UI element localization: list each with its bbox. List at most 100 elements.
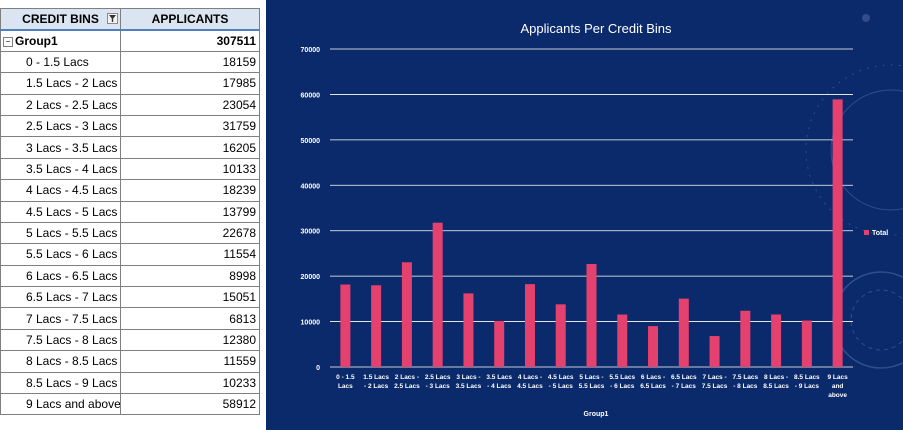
- applicants-cell: 10233: [120, 371, 260, 395]
- table-row: 2.5 Lacs - 3 Lacs 31759: [0, 114, 260, 138]
- credit-bin-cell: 3 Lacs - 3.5 Lacs: [0, 136, 121, 159]
- x-tick-label-line: 3.5 Lacs: [456, 383, 482, 390]
- filter-dropdown-icon[interactable]: [107, 12, 118, 24]
- x-tick-label-line: and: [832, 383, 844, 390]
- x-tick-label: 3.5 Lacs - 4 Lacs: [486, 374, 512, 390]
- bars: [340, 99, 843, 367]
- bar: [678, 298, 689, 367]
- x-tick-label-line: - 2 Lacs: [364, 383, 389, 390]
- bar: [555, 304, 566, 367]
- table-row: 7 Lacs - 7.5 Lacs 6813: [0, 307, 260, 330]
- applicants-cell: 13799: [120, 200, 260, 223]
- table-row: 8 Lacs - 8.5 Lacs 11559: [0, 350, 260, 373]
- x-tick-label-line: 4.5 Lacs: [548, 374, 574, 381]
- x-tick-label: 9 Lacs and above: [827, 374, 848, 399]
- x-tick-label-line: 2.5 Lacs: [394, 383, 420, 390]
- applicants-cell: 18159: [120, 50, 260, 74]
- x-tick-label-line: 4.5 Lacs: [517, 383, 543, 390]
- x-tick-label-line: 6 Lacs -: [641, 374, 665, 381]
- x-tick-label: 2 Lacs - 2.5 Lacs: [394, 374, 420, 390]
- x-tick-label: 7.5 Lacs - 8 Lacs: [732, 374, 758, 390]
- bar: [371, 285, 382, 367]
- x-tick-label-line: 3 Lacs -: [456, 374, 480, 381]
- group-label: Group1: [15, 33, 58, 48]
- x-tick-label: 8.5 Lacs - 9 Lacs: [794, 374, 820, 390]
- group-cell: − Group1: [0, 29, 121, 52]
- x-tick-label-line: 8 Lacs -: [764, 374, 788, 381]
- x-tick-label-line: - 3 Lacs: [426, 383, 451, 390]
- x-tick-label-line: 2.5 Lacs: [425, 374, 451, 381]
- y-tick-label: 0: [316, 365, 320, 372]
- x-tick-label-line: 4 Lacs -: [518, 374, 542, 381]
- y-tick-label: 60000: [301, 92, 321, 99]
- chart-title: Applicants Per Credit Bins: [520, 21, 672, 36]
- table-row: 5.5 Lacs - 6 Lacs 11554: [0, 243, 260, 266]
- x-tick-label: 8 Lacs - 8.5 Lacs: [763, 374, 789, 390]
- x-tick-label: 5 Lacs - 5.5 Lacs: [579, 374, 605, 390]
- bar: [401, 262, 412, 367]
- table-row: 6.5 Lacs - 7 Lacs 15051: [0, 286, 260, 309]
- credit-bin-cell: 7 Lacs - 7.5 Lacs: [0, 307, 121, 330]
- applicants-cell: 18239: [120, 179, 260, 202]
- credit-bin-cell: 8.5 Lacs - 9 Lacs: [0, 371, 121, 395]
- x-tick-label-line: Lacs: [338, 383, 353, 390]
- credit-bin-cell: 5.5 Lacs - 6 Lacs: [0, 243, 121, 266]
- x-tick-label-line: - 5 Lacs: [549, 383, 574, 390]
- x-tick-label-line: 2 Lacs -: [395, 374, 419, 381]
- applicants-cell: 58912: [120, 393, 260, 416]
- group-total: 307511: [120, 29, 260, 52]
- y-tick-label: 30000: [301, 229, 321, 236]
- x-tick-label-line: - 9 Lacs: [795, 383, 820, 390]
- bar: [494, 320, 505, 367]
- x-tick-label-line: 7.5 Lacs: [702, 383, 728, 390]
- applicants-cell: 11559: [120, 350, 260, 373]
- pivot-table: CREDIT BINS APPLICANTS − Group1 307511 0 …: [0, 7, 260, 416]
- x-tick-label-line: 6.5 Lacs: [671, 374, 697, 381]
- table-row: 5 Lacs - 5.5 Lacs 22678: [0, 221, 260, 245]
- bar: [801, 320, 812, 367]
- deco-ring: [830, 89, 903, 211]
- header-credit-bins: CREDIT BINS: [0, 7, 121, 31]
- applicants-cell: 15051: [120, 286, 260, 309]
- deco-ring: [832, 271, 903, 369]
- x-tick-label-line: above: [828, 392, 847, 399]
- collapse-icon[interactable]: −: [3, 36, 13, 47]
- table-row: 3.5 Lacs - 4 Lacs 10133: [0, 157, 260, 181]
- group-row: − Group1 307511: [0, 29, 260, 52]
- background-decoration: [805, 14, 903, 369]
- credit-bin-cell: 3.5 Lacs - 4 Lacs: [0, 157, 121, 181]
- table-row: 1.5 Lacs - 2 Lacs 17985: [0, 72, 260, 95]
- x-axis-ticks: 0 - 1.5 Lacs 1.5 Lacs - 2 Lacs 2 Lacs - 2.5 L…: [336, 374, 848, 399]
- x-tick-label-line: 7.5 Lacs: [732, 374, 758, 381]
- x-tick-label: 6 Lacs - 6.5 Lacs: [640, 374, 666, 390]
- bar: [740, 310, 751, 367]
- bar: [463, 293, 474, 367]
- applicants-cell: 16205: [120, 136, 260, 159]
- x-tick-label-line: 5.5 Lacs: [579, 383, 605, 390]
- x-axis-title: Group1: [584, 411, 609, 418]
- bar: [586, 263, 597, 367]
- applicants-cell: 12380: [120, 328, 260, 352]
- table-row: 0 - 1.5 Lacs 18159: [0, 50, 260, 74]
- chart-legend: Total: [864, 230, 888, 237]
- x-tick-label-line: - 6 Lacs: [610, 383, 635, 390]
- header-applicants: APPLICANTS: [120, 7, 260, 31]
- x-tick-label-line: 0 - 1.5: [336, 374, 355, 381]
- table-row: 7.5 Lacs - 8 Lacs 12380: [0, 328, 260, 352]
- x-tick-label: 2.5 Lacs - 3 Lacs: [425, 374, 451, 390]
- x-tick-label-line: 5 Lacs -: [579, 374, 603, 381]
- credit-bin-cell: 5 Lacs - 5.5 Lacs: [0, 221, 121, 245]
- credit-bin-cell: 4.5 Lacs - 5 Lacs: [0, 200, 121, 223]
- credit-bin-cell: 9 Lacs and above: [0, 393, 121, 416]
- x-tick-label-line: 8.5 Lacs: [763, 383, 789, 390]
- bar: [648, 326, 659, 367]
- applicants-cell: 6813: [120, 307, 260, 330]
- y-tick-label: 70000: [301, 47, 321, 54]
- legend-label: Total: [872, 230, 888, 237]
- table-row: 4.5 Lacs - 5 Lacs 13799: [0, 200, 260, 223]
- credit-bin-cell: 1.5 Lacs - 2 Lacs: [0, 72, 121, 95]
- table-row: 4 Lacs - 4.5 Lacs 18239: [0, 179, 260, 202]
- credit-bin-cell: 2.5 Lacs - 3 Lacs: [0, 114, 121, 138]
- x-tick-label-line: 5.5 Lacs: [609, 374, 635, 381]
- bar: [832, 99, 843, 367]
